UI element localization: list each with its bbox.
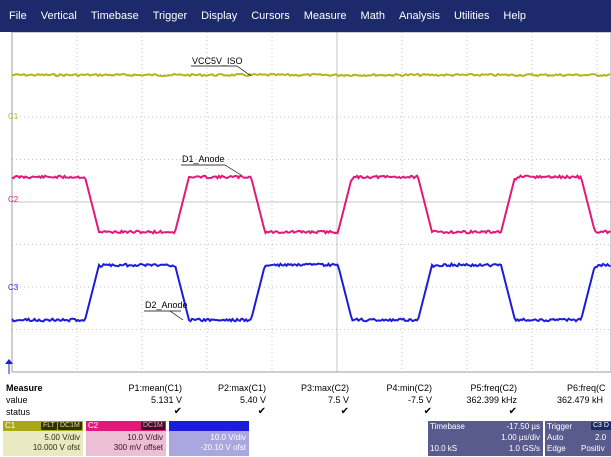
trace-c1 (11, 72, 611, 78)
timebase-rate: 1.0 GS/s (508, 444, 540, 453)
channel-c3-label: C3 (171, 421, 182, 430)
trace-label-c1: VCC5V_ISO (191, 56, 252, 77)
timebase-samples: 10.0 kS (430, 444, 458, 453)
channel-descriptor-c1[interactable]: C1 FLT DC1M 5.00 V/div 10.000 V ofst (3, 421, 83, 456)
traces (11, 72, 611, 323)
channel-descriptor-c3[interactable]: C3 DC1M 10.0 V/div -20.10 V ofst (169, 421, 249, 456)
channel-descriptor-c2[interactable]: C2 DC1M 10.0 V/div 300 mV offset (86, 421, 166, 456)
measure-col-3-value: 7.5 V (327, 395, 349, 405)
trace-label-c1-text: VCC5V_ISO (192, 56, 243, 66)
trigger-mode: Auto (547, 433, 564, 442)
trace-label-c2: D1_Anode (181, 154, 242, 176)
trace-c3 (11, 261, 611, 323)
channel-c3-badge-dc1m: DC1M (224, 422, 248, 430)
trigger-position-arrow-icon (5, 359, 13, 374)
measure-col-4-value: -7.5 V (407, 395, 432, 405)
marker-c2[interactable]: C2 (8, 195, 19, 204)
menu-analysis[interactable]: Analysis (399, 10, 440, 22)
marker-c3[interactable]: C3 (8, 283, 19, 292)
waveform-svg: VCC5V_ISO D1_Anode D2_Anode C1 C2 C3 (5, 32, 611, 374)
menu-trigger[interactable]: Trigger (152, 10, 188, 22)
measure-row-value-label: value (6, 395, 28, 405)
trigger-descriptor[interactable]: Trigger C3 D Auto 2.0 Edge Positiv (545, 421, 611, 456)
trace-label-c2-text: D1_Anode (182, 154, 225, 164)
menu-math[interactable]: Math (360, 10, 385, 22)
measure-row-status-label: status (6, 407, 31, 417)
channel-c2-offset: 300 mV offset (113, 443, 163, 452)
channel-c3-offset: -20.10 V ofst (200, 443, 246, 452)
menu-measure[interactable]: Measure (303, 10, 347, 22)
marker-c1[interactable]: C1 (8, 112, 19, 121)
menu-display[interactable]: Display (201, 10, 238, 22)
trace-label-c3: D2_Anode (144, 300, 188, 321)
channel-c2-vdiv: 10.0 V/div (127, 433, 163, 442)
trace-c2 (11, 174, 611, 235)
channel-c3-vdiv: 10.0 V/div (210, 433, 246, 442)
waveform-display[interactable]: VCC5V_ISO D1_Anode D2_Anode C1 C2 C3 (0, 32, 611, 382)
channel-c1-badge-dc1m: DC1M (58, 422, 82, 430)
menu-timebase[interactable]: Timebase (90, 10, 139, 22)
measure-col-4-name[interactable]: P4:min(C2) (386, 383, 432, 393)
measure-col-1-status: ✔ (173, 406, 182, 417)
channel-c2-label: C2 (88, 421, 99, 430)
channel-c1-badge-flt: FLT (41, 422, 57, 430)
menu-file[interactable]: File (9, 10, 27, 22)
menu-vertical[interactable]: Vertical (40, 10, 77, 22)
timebase-delay: -17.50 µs (506, 422, 540, 431)
timebase-label: Timebase (430, 422, 465, 431)
channel-c2-badge-dc1m: DC1M (141, 422, 165, 430)
measure-col-5-status: ✔ (508, 406, 517, 417)
descriptor-bar: C1 FLT DC1M 5.00 V/div 10.000 V ofst C2 … (0, 420, 611, 457)
measure-col-3-status: ✔ (340, 406, 349, 417)
menu-bar: File Vertical Timebase Trigger Display C… (0, 0, 611, 32)
measure-col-3-name[interactable]: P3:max(C2) (300, 383, 349, 393)
menu-help[interactable]: Help (503, 10, 527, 22)
menu-cursors[interactable]: Cursors (251, 10, 290, 22)
measure-col-4-status: ✔ (423, 406, 432, 417)
trigger-slope: Positiv (581, 444, 605, 453)
measure-col-1-value: 5.131 V (150, 395, 182, 405)
trigger-source-badge: C3 D (591, 422, 611, 430)
measure-col-1-name[interactable]: P1:mean(C1) (128, 383, 182, 393)
measure-table: Measure value status P1:mean(C1) 5.131 V… (0, 382, 611, 420)
channel-c1-vdiv: 5.00 V/div (44, 433, 80, 442)
trigger-label: Trigger (547, 422, 573, 431)
menu-utilities[interactable]: Utilities (453, 10, 490, 22)
timebase-tdiv: 1.00 µs/div (501, 433, 540, 442)
measure-col-6-value: 362.479 kH (557, 395, 604, 405)
graticule (11, 32, 611, 373)
trigger-type: Edge (547, 444, 566, 453)
measure-title: Measure (6, 383, 43, 393)
measure-col-5-name[interactable]: P5:freq(C2) (470, 383, 517, 393)
measure-col-2-status: ✔ (257, 406, 266, 417)
measure-col-6-name[interactable]: P6:freq(C (567, 383, 606, 393)
channel-c1-offset: 10.000 V ofst (32, 443, 80, 452)
measure-col-5-value: 362.399 kHz (466, 395, 517, 405)
measure-col-2-value: 5.40 V (239, 395, 266, 405)
trace-label-c3-text: D2_Anode (145, 300, 188, 310)
timebase-descriptor[interactable]: Timebase -17.50 µs 1.00 µs/div 10.0 kS 1… (428, 421, 543, 456)
graticule-border (11, 32, 611, 373)
channel-c1-label: C1 (5, 421, 16, 430)
measure-col-2-name[interactable]: P2:max(C1) (217, 383, 266, 393)
trigger-level: 2.0 (595, 433, 607, 442)
